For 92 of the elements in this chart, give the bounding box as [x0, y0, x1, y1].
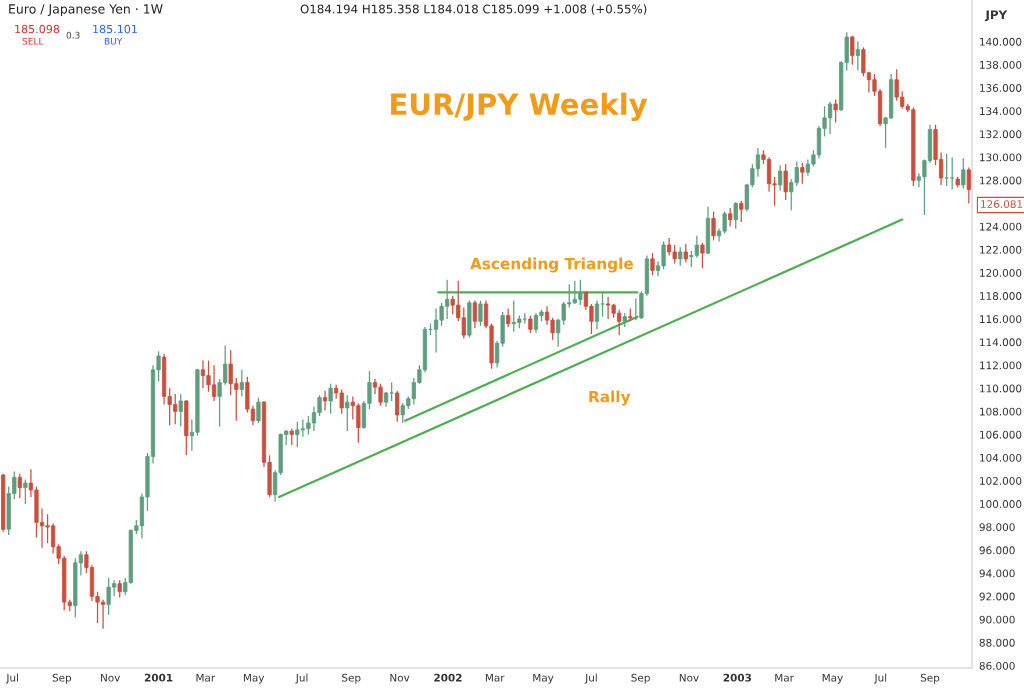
candlestick [650, 252, 655, 276]
candlestick [966, 166, 971, 205]
x-tick-label: Jul [874, 673, 887, 684]
candlestick [239, 369, 244, 398]
annotation: Ascending Triangle [470, 257, 634, 273]
text: EUR/JPY Weekly [391, 92, 648, 122]
y-tick-label: 90.000 [979, 615, 1015, 624]
candlestick [800, 162, 805, 185]
x-tick-label: Mar [196, 673, 216, 682]
y-tick-label: 132.000 [980, 130, 1022, 139]
x-tick-label: 2002 [434, 673, 462, 682]
candlestick [950, 156, 955, 191]
annotation: BUY [104, 37, 123, 45]
text: 126.081 [981, 200, 1023, 209]
y-tick-label: 86.000 [979, 661, 1015, 670]
candlestick [700, 242, 705, 269]
y-tick-label: 134.000 [980, 107, 1022, 116]
candlestick [178, 393, 183, 428]
y-tick-label: 98.000 [979, 523, 1015, 532]
candlestick [855, 40, 860, 72]
x-tick-label: Jul [295, 673, 308, 684]
annotation: 185.101 [93, 24, 137, 34]
y-tick-label: 104.000 [980, 453, 1022, 462]
x-tick-label: May [822, 673, 843, 684]
y-tick-label: 116.000 [980, 315, 1022, 324]
y-tick-label: 110.000 [980, 384, 1022, 393]
y-tick-label: 112.000 [980, 361, 1022, 370]
annotation: 185.098 [15, 24, 60, 34]
y-tick-label: 96.000 [979, 546, 1015, 555]
x-tick-label: Sep [52, 673, 72, 684]
x-tick-label: Jul [584, 673, 597, 684]
x-tick-label: Sep [342, 673, 361, 684]
annotation: Rally [589, 390, 631, 406]
y-tick-label: 118.000 [980, 292, 1022, 300]
y-tick-label: 136.000 [980, 84, 1022, 92]
annotation: 0.3 [66, 31, 80, 39]
y-tick-label: 140.000 [980, 37, 1022, 46]
candlestick [328, 383, 333, 415]
x-tick-label: May [243, 673, 265, 684]
y-axis-title: JPY [984, 10, 1008, 22]
y-tick-label: 122.000 [980, 245, 1022, 254]
candlestick [345, 394, 350, 432]
y-tick-label: 102.000 [980, 477, 1022, 485]
candlestick [783, 163, 788, 201]
y-tick-label: 124.000 [980, 222, 1022, 231]
candlestick [961, 157, 966, 190]
x-tick-label: Nov [390, 673, 410, 682]
candlestick [389, 381, 394, 402]
y-tick-label: 92.000 [979, 592, 1015, 601]
candlestick [711, 210, 716, 242]
x-tick-label: Nov [679, 673, 699, 682]
y-tick-label: 120.000 [980, 268, 1022, 277]
candlestick [833, 98, 838, 124]
x-tick-label: Sep [631, 673, 650, 684]
annotation: O184.194 H185.358 L184.018 C185.099 +1.008 (+0.55%) [300, 4, 647, 15]
candlestick [778, 164, 783, 192]
candlestick [944, 153, 949, 187]
candlestick [733, 201, 738, 230]
candlestick [850, 35, 855, 66]
y-tick-label: 130.000 [980, 153, 1022, 162]
candlestick [739, 200, 744, 223]
candlestick [506, 307, 511, 328]
y-tick-label: 138.000 [980, 60, 1022, 69]
y-tick-label: 114.000 [980, 338, 1022, 347]
x-tick-label: Sep [920, 673, 940, 684]
y-tick-label: 128.000 [980, 176, 1022, 185]
annotation: SELL [22, 37, 44, 45]
candlestick [728, 207, 733, 228]
x-tick-label: Mar [775, 673, 794, 682]
y-tick-label: 106.000 [980, 430, 1022, 439]
x-tick-label: May [533, 673, 554, 684]
candlestick [395, 390, 400, 423]
x-tick-label: 2003 [723, 673, 751, 682]
candlestick [678, 246, 683, 267]
candlestick [256, 396, 261, 424]
x-tick-label: Nov [101, 673, 121, 682]
y-tick-label: 88.000 [979, 638, 1015, 647]
candlestick [478, 299, 483, 327]
candlestick [23, 478, 28, 505]
x-tick-label: 2001 [144, 673, 173, 682]
x-tick-label: Mar [485, 673, 505, 682]
annotation: Euro / Japanese Yen · 1W [9, 4, 163, 17]
candlestick [600, 290, 605, 318]
candlestick [322, 390, 328, 411]
y-tick-label: 108.000 [980, 407, 1022, 416]
candlestick [683, 243, 688, 263]
candlestick [594, 299, 600, 331]
y-tick-label: 94.000 [979, 569, 1015, 578]
candlestick [17, 473, 22, 499]
candlestick [472, 299, 478, 329]
y-tick-label: 100.000 [980, 500, 1022, 508]
x-tick-label: Jul [5, 673, 18, 684]
